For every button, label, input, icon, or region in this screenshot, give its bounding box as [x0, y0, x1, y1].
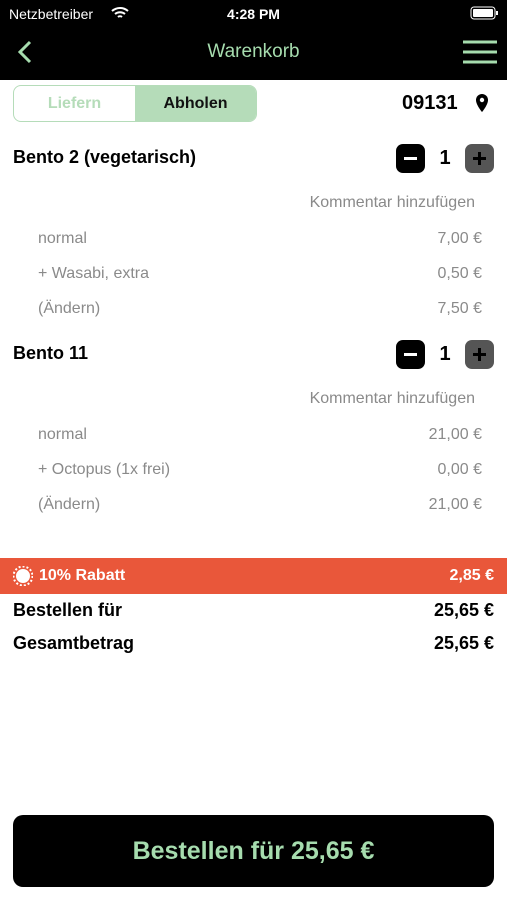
total-amount: 25,65 € [433, 600, 494, 620]
wifi-icon [111, 7, 129, 18]
mode-toggle: Liefern Abholen [13, 85, 257, 122]
zip-code: 09131 [402, 92, 458, 114]
option-label: normal [38, 426, 87, 443]
comment-link[interactable]: Kommentar hinzufügen [309, 194, 475, 211]
option-price: 0,00 € [437, 461, 482, 478]
option-label: + Octopus (1x frei) [38, 461, 171, 478]
option-price: 21,00 € [428, 426, 482, 443]
clock: 4:28 PM [227, 6, 280, 22]
option-label[interactable]: (Ändern) [38, 300, 101, 317]
minus-sign [404, 157, 417, 160]
item-name: Bento 11 [13, 343, 89, 363]
quantity: 1 [439, 147, 451, 169]
plus-sign [478, 348, 481, 361]
back-button[interactable] [16, 40, 36, 64]
carrier: Netzbetreiber [9, 6, 94, 22]
option-price: 7,50 € [437, 300, 482, 317]
option-price: 0,50 € [437, 265, 482, 282]
option-label: + Wasabi, extra [38, 265, 150, 282]
nav-title: Warenkorb [207, 41, 300, 62]
comment-link[interactable]: Kommentar hinzufügen [309, 390, 475, 407]
minus-button[interactable] [396, 340, 425, 369]
total-label: Gesamtbetrag [13, 633, 135, 653]
plus-button[interactable] [465, 340, 494, 369]
quantity: 1 [439, 343, 451, 365]
total-amount: 25,65 € [433, 633, 494, 653]
mode-option[interactable]: Liefern [47, 95, 102, 112]
minus-sign [404, 353, 417, 356]
option-price: 7,00 € [437, 230, 482, 247]
option-label[interactable]: (Ändern) [38, 496, 101, 513]
plus-button[interactable] [465, 144, 494, 173]
order-button[interactable]: Bestellen für 25,65 € [13, 815, 494, 887]
discount-icon [13, 566, 33, 586]
item-name: Bento 2 (vegetarisch) [13, 147, 197, 167]
location-icon[interactable] [474, 93, 490, 115]
discount-amount: 2,85 € [449, 567, 494, 584]
header-bg [0, 0, 507, 80]
minus-button[interactable] [396, 144, 425, 173]
option-price: 21,00 € [428, 496, 482, 513]
plus-sign [478, 152, 481, 165]
total-label: Bestellen für [13, 600, 123, 620]
discount-label: 10% Rabatt [39, 567, 126, 584]
battery-icon [470, 6, 498, 20]
mode-option[interactable]: Abholen [135, 86, 256, 121]
discount-bar [0, 558, 507, 594]
option-label: normal [38, 230, 87, 247]
menu-button[interactable] [462, 38, 498, 66]
